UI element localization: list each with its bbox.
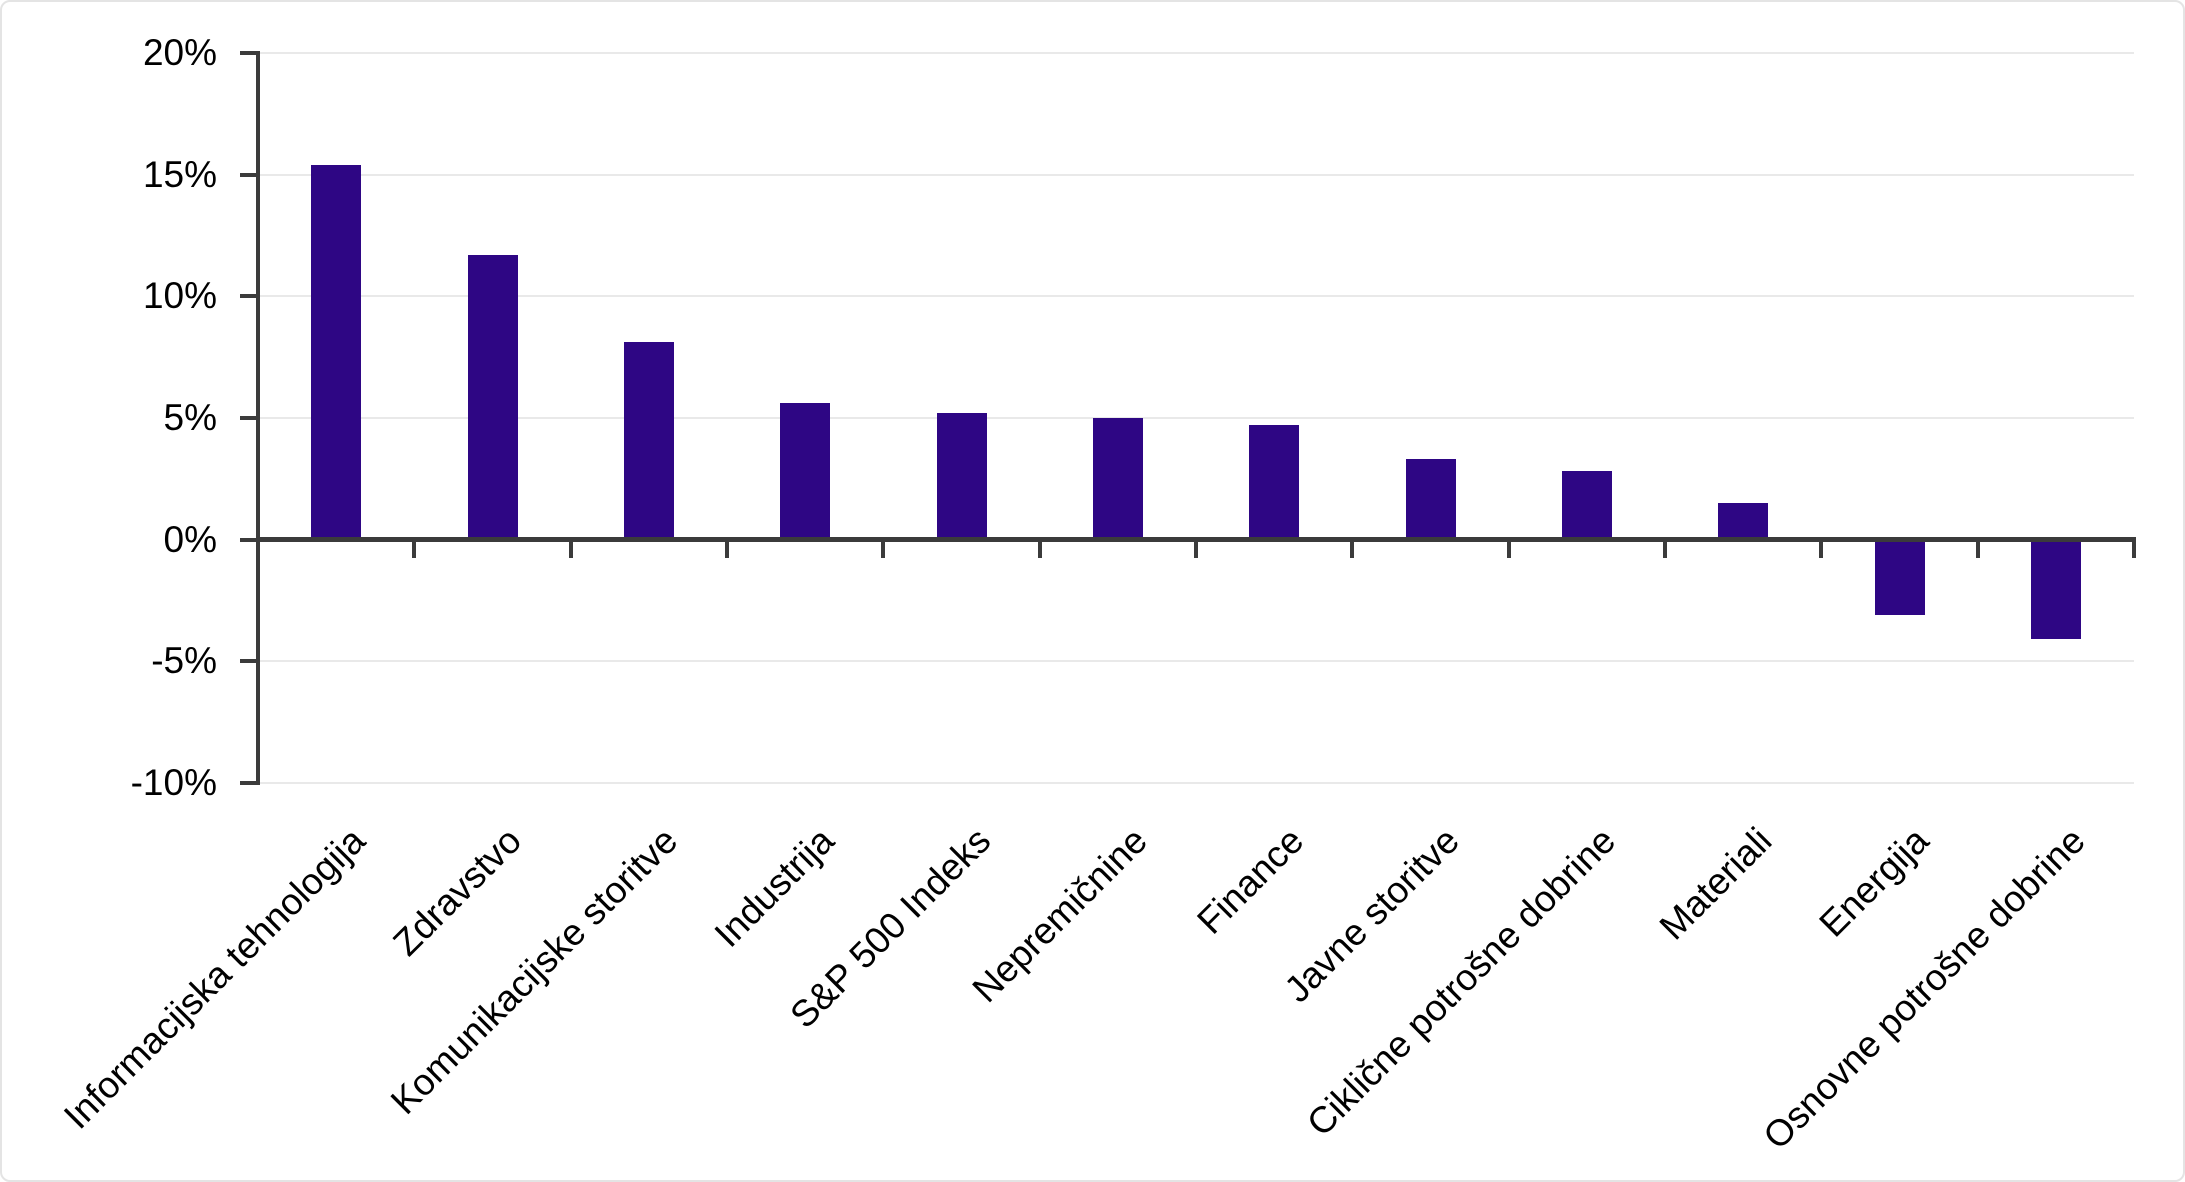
gridline [258, 51, 2134, 54]
y-axis-tick-label: 0% [163, 518, 217, 560]
x-axis-tick [1819, 539, 1824, 558]
y-axis-tick [240, 172, 258, 177]
x-axis-tick [256, 539, 260, 558]
x-axis-category-label: Informacijska tehnologija [55, 819, 373, 1137]
x-axis-tick [568, 539, 573, 558]
gridline [258, 781, 2134, 784]
bar [1561, 471, 1612, 540]
x-axis-tick [412, 539, 417, 558]
gridline [258, 295, 2134, 298]
x-axis-category-label: Zdravstvo [385, 819, 530, 964]
bar [623, 342, 674, 540]
gridline [258, 173, 2134, 176]
y-axis-tick-label: 5% [163, 396, 217, 438]
x-axis-tick [1350, 539, 1355, 558]
gridline [258, 660, 2134, 663]
y-axis-tick [240, 294, 258, 299]
x-axis-category-label: Energija [1811, 819, 1937, 945]
y-axis-tick-label: 20% [142, 31, 217, 73]
bar [936, 412, 987, 540]
x-axis-category-label: Industrija [706, 819, 842, 955]
y-axis-tick [240, 50, 258, 55]
y-axis-tick [240, 415, 258, 420]
x-axis-tick [1037, 539, 1042, 558]
y-axis-tick [240, 659, 258, 664]
bar [1249, 425, 1300, 540]
bar [467, 254, 518, 540]
bar [1405, 459, 1456, 540]
bar [1718, 503, 1769, 540]
y-axis-tick [240, 780, 258, 785]
x-axis-tick [881, 539, 886, 558]
y-axis-tick [240, 537, 258, 542]
x-axis-tick [1194, 539, 1198, 558]
bar [780, 403, 831, 540]
bar [2030, 539, 2081, 640]
x-axis-category-label: Materiali [1652, 819, 1780, 948]
gridline [258, 416, 2134, 419]
y-axis-tick-label: -10% [130, 761, 217, 803]
x-axis-tick [1975, 539, 1980, 558]
bar [1092, 417, 1143, 540]
x-axis-category-label: Komunikacijske storitve [383, 819, 686, 1123]
x-axis-category-label: Ciklične potrošne dobrine [1299, 819, 1624, 1144]
y-axis-tick-label: 10% [142, 275, 217, 317]
x-axis-tick [1663, 539, 1667, 558]
x-axis-tick [2132, 539, 2136, 558]
x-axis-category-label: Osnovne potrošne dobrine [1755, 819, 2093, 1158]
y-axis-tick-label: 15% [142, 153, 217, 195]
bar [1874, 539, 1925, 615]
x-axis-tick [725, 539, 729, 558]
y-axis-tick-label: -5% [151, 640, 217, 682]
x-axis-tick [1506, 539, 1511, 558]
bar [311, 164, 362, 540]
y-axis-line [256, 50, 260, 785]
x-axis-category-label: Finance [1188, 819, 1311, 942]
